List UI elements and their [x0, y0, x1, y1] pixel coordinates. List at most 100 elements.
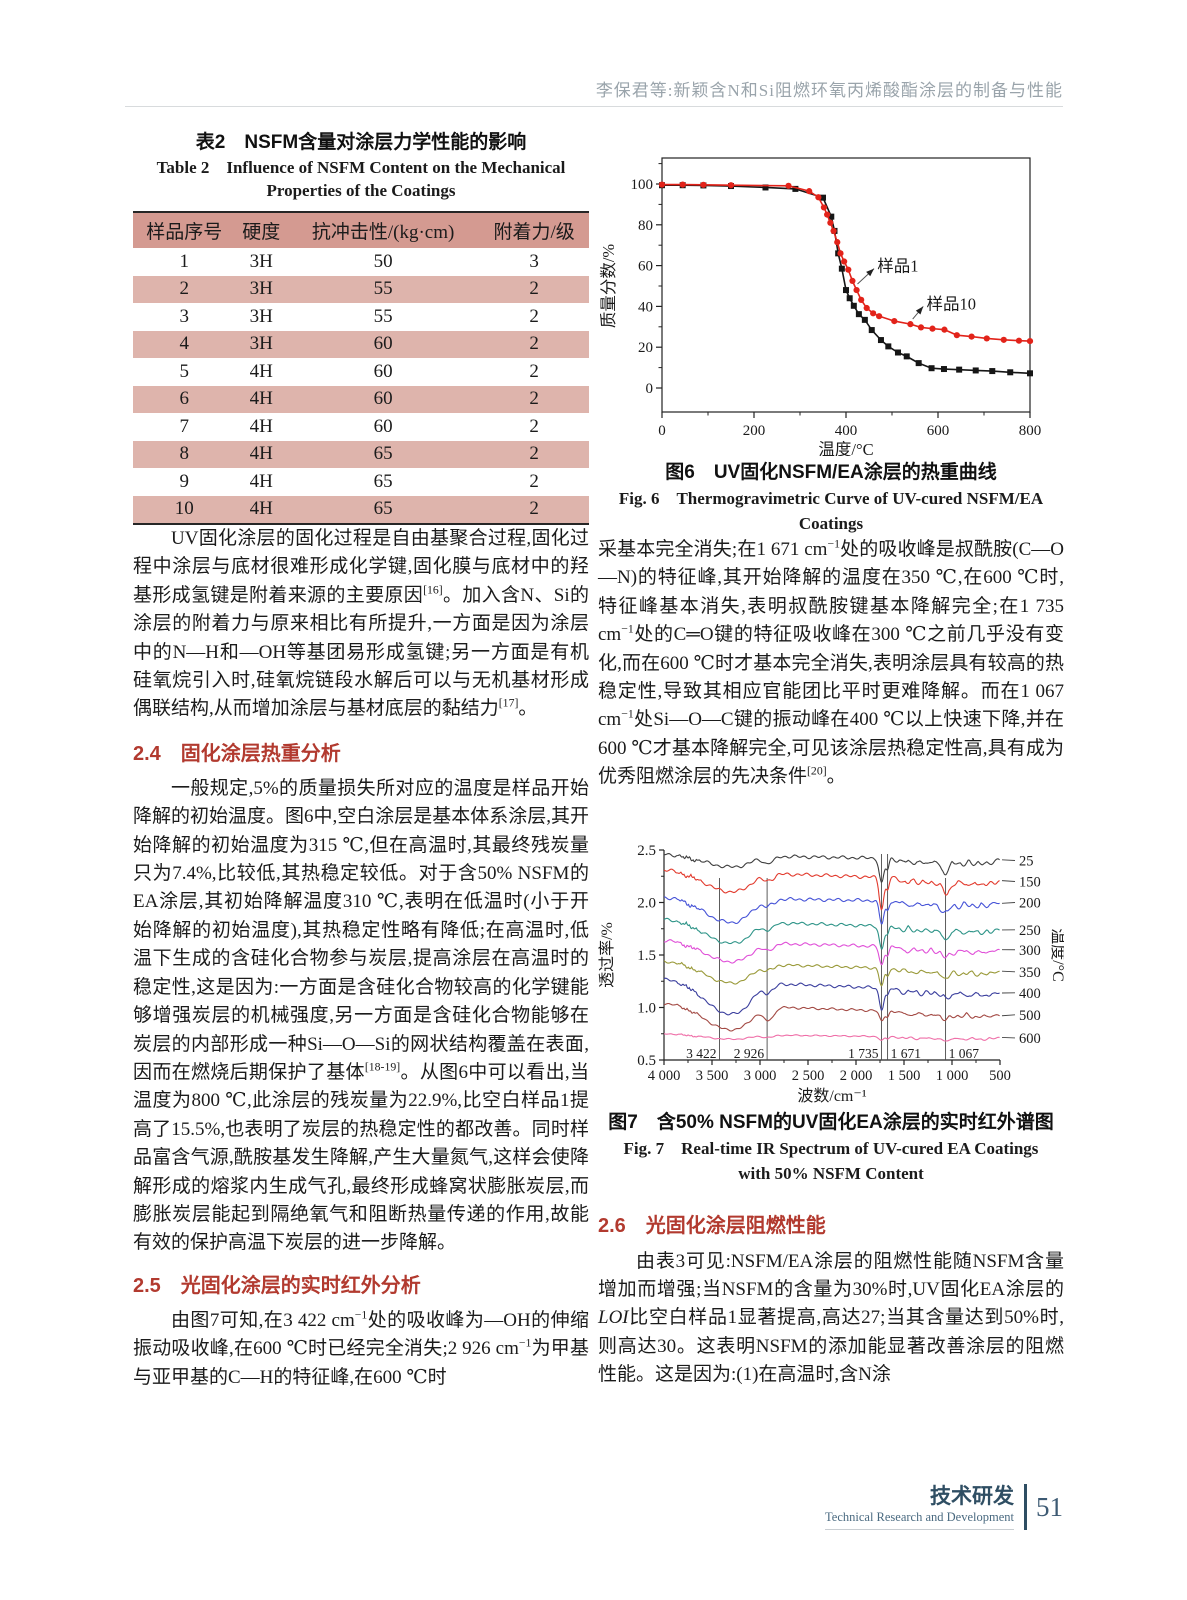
table-cell: 2 [179, 278, 190, 300]
table2-mechanical-properties: 样品序号 硬度 抗冲击性/(kg·cm) 附着力/级 1 3H 50 3 2 3H 55 2 3 3H 5… [133, 211, 589, 525]
svg-text:2 926: 2 926 [734, 1046, 765, 1061]
fig7-caption-cn: 图7 含50% NSFM的UV固化EA涂层的实时红外谱图 [608, 1111, 1054, 1133]
table2-body: 1 3H 50 3 2 3H 55 2 3 3H 55 2 4 3H 60 2 5 4H 60 2 6 4H 60 2 7 4H 6… [133, 248, 589, 524]
svg-text:3 422: 3 422 [686, 1046, 716, 1061]
svg-text:1 671: 1 671 [891, 1046, 921, 1061]
table-cell: 5 [179, 360, 190, 382]
table-cell: 2 [529, 470, 539, 492]
table-cell: 60 [373, 415, 393, 437]
table-cell: 65 [373, 498, 393, 520]
table-cell: 2 [529, 360, 539, 382]
svg-text:样品10: 样品10 [927, 294, 977, 313]
svg-text:3 000: 3 000 [744, 1068, 777, 1084]
table-row: 5 4H 60 2 [133, 358, 589, 386]
table-header-cell: 样品序号 [133, 212, 236, 248]
svg-text:1 500: 1 500 [888, 1068, 921, 1084]
footer-page-number: 51 [1036, 1491, 1063, 1522]
table-row: 4 3H 60 2 [133, 330, 589, 358]
svg-text:透过率/%: 透过率/% [598, 922, 616, 988]
table-cell: 3 [179, 305, 190, 327]
svg-text:2.0: 2.0 [637, 895, 656, 911]
table-cell: 2 [529, 333, 539, 355]
page-footer: 技术研发 Technical Research and Development … [825, 1484, 1063, 1530]
paragraph-adhesion: UV固化涂层的固化过程是自由基聚合过程,固化过程中涂层与底材很难形成化学键,固化… [133, 528, 589, 720]
fig7-series-250: 250 [663, 917, 1041, 950]
svg-text:1 000: 1 000 [936, 1068, 969, 1084]
fig6-annotation: 样品10 [912, 294, 977, 320]
table-cell: 4H [249, 443, 273, 465]
fig6-caption-cn: 图6 UV固化NSFM/EA涂层的热重曲线 [665, 462, 997, 483]
fig7-caption-en-line1: Fig. 7 Real-time IR Spectrum of UV-cured… [623, 1138, 1039, 1158]
svg-text:20: 20 [638, 340, 653, 356]
table2-title-en-line1: Table 2 Influence of NSFM Content on the… [156, 158, 566, 177]
fig6-axes: 0 200 400 600 800 0 20 40 60 80 100 温度/°C 质量分数/% [599, 157, 1042, 456]
svg-text:200: 200 [1019, 895, 1041, 911]
fig7-series-150: 150 [663, 868, 1041, 911]
paragraph-ir-continued: 采基本完全消失;在1 671 cm−1处的吸收峰是叔酰胺(C—O—N)的特征峰,… [598, 537, 1064, 788]
table-cell: 4H [249, 470, 273, 492]
svg-text:0: 0 [658, 423, 666, 439]
table-cell: 50 [373, 250, 393, 272]
table-header-cell: 硬度 [235, 212, 287, 248]
fig7-series-200: 200 [664, 895, 1041, 925]
fig7-series-400: 400 [663, 977, 1041, 1016]
svg-text:400: 400 [835, 423, 858, 439]
fig7-series-600: 600 [663, 1031, 1041, 1047]
fig6-thermogravimetric-chart: 0 200 400 600 800 0 20 40 60 80 100 温度/°C 质量分数/% 样品1 样… [599, 157, 1042, 456]
table-cell: 4H [249, 388, 273, 410]
section-heading-2-5: 2.5 光固化涂层的实时红外分析 [133, 1274, 421, 1297]
section-heading-2-4: 2.4 固化涂层热重分析 [133, 742, 341, 765]
svg-text:质量分数/%: 质量分数/% [599, 244, 618, 329]
svg-text:1 735: 1 735 [848, 1046, 879, 1061]
fig6-caption-en-line2: Coatings [798, 514, 864, 533]
footer-section-block: 技术研发 Technical Research and Development [825, 1485, 1014, 1530]
table-cell: 2 [529, 388, 539, 410]
running-head: 李保君等:新颖含N和Si阻燃环氧丙烯酸酯涂层的制备与性能 [595, 81, 1063, 100]
svg-text:1.5: 1.5 [637, 948, 656, 964]
table-row: 10 4H 65 2 [133, 495, 589, 524]
svg-text:150: 150 [1019, 874, 1041, 890]
svg-text:600: 600 [1019, 1031, 1041, 1047]
svg-text:100: 100 [631, 177, 654, 193]
table-cell: 8 [179, 443, 190, 465]
svg-text:0.5: 0.5 [637, 1053, 656, 1069]
table-cell: 65 [373, 470, 393, 492]
table-cell: 3 [529, 250, 539, 272]
svg-text:25: 25 [1019, 853, 1034, 869]
svg-text:0: 0 [646, 381, 654, 397]
svg-text:800: 800 [1019, 423, 1042, 439]
table-header-row: 样品序号 硬度 抗冲击性/(kg·cm) 附着力/级 [133, 212, 589, 248]
table2-title-cn: 表2 NSFM含量对涂层力学性能的影响 [195, 132, 527, 153]
table-header-cell: 附着力/级 [479, 212, 589, 248]
svg-text:1.0: 1.0 [637, 1000, 656, 1016]
table2-head: 样品序号 硬度 抗冲击性/(kg·cm) 附着力/级 [133, 212, 589, 248]
table-cell: 2 [529, 498, 539, 520]
fig7-ir-spectrum-chart: 0.5 1.0 1.5 2.0 2.5 4 000 3 500 3 000 2 500 2 000… [598, 843, 1064, 1105]
fig6-annotation: 样品1 [857, 257, 919, 285]
table-row: 8 4H 65 2 [133, 440, 589, 468]
table-cell: 4 [179, 333, 190, 355]
table-cell: 60 [373, 388, 393, 410]
fig7-series-25: 25 [663, 852, 1034, 883]
svg-text:400: 400 [1019, 985, 1041, 1001]
fig7-series-350: 350 [663, 959, 1041, 987]
svg-text:2 000: 2 000 [840, 1068, 873, 1084]
table-row: 7 4H 60 2 [133, 413, 589, 441]
table-cell: 65 [373, 443, 393, 465]
table-cell: 55 [373, 278, 393, 300]
table-cell: 4H [249, 498, 273, 520]
paragraph-flame-retardancy: 由表3可见:NSFM/EA涂层的阻燃性能随NSFM含量增加而增强;当NSFM的含… [598, 1250, 1064, 1386]
svg-text:1 067: 1 067 [949, 1046, 980, 1061]
svg-text:500: 500 [989, 1068, 1011, 1084]
svg-text:4 000: 4 000 [648, 1068, 681, 1084]
footer-section-cn: 技术研发 [930, 1484, 1014, 1508]
svg-text:350: 350 [1019, 964, 1041, 980]
table-cell: 3H [249, 278, 273, 300]
table-cell: 1 [179, 250, 190, 272]
table-cell: 10 [174, 498, 194, 520]
table-cell: 2 [529, 278, 539, 300]
svg-text:80: 80 [638, 218, 653, 234]
table-cell: 55 [373, 305, 393, 327]
table-cell: 2 [529, 415, 539, 437]
